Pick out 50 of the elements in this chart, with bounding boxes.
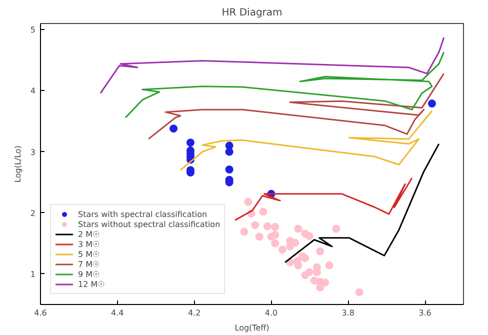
point	[255, 232, 264, 241]
x-tick-label: 3.8	[342, 308, 355, 318]
legend-label: 9 M☉	[78, 269, 100, 279]
y-tick-label: 3	[30, 148, 36, 157]
y-axis-title: Log(L/Lo)	[13, 146, 22, 182]
chart-title: HR Diagram	[222, 8, 282, 18]
line-series	[180, 110, 433, 171]
x-tick-label: 3.6	[418, 308, 432, 318]
y-tick-label: 5	[30, 26, 36, 35]
legend-label: 5 M☉	[78, 249, 100, 259]
line-series	[124, 51, 445, 118]
point	[251, 221, 260, 230]
point	[271, 230, 280, 239]
point	[170, 124, 178, 133]
y-tick-label: 4	[30, 86, 36, 96]
legend-label: 3 M☉	[78, 239, 100, 249]
line-series	[234, 177, 413, 221]
line-series	[100, 36, 445, 94]
point	[294, 224, 302, 233]
point	[301, 254, 310, 262]
point	[186, 138, 194, 147]
point	[325, 261, 334, 270]
point	[332, 224, 340, 233]
point	[301, 271, 310, 280]
x-tick-label: 4.0	[264, 308, 278, 318]
x-tick-label: 4.2	[188, 308, 201, 318]
point	[240, 228, 248, 236]
point	[278, 246, 286, 254]
point	[355, 288, 364, 296]
point	[259, 208, 268, 216]
point	[225, 166, 234, 174]
point	[263, 222, 272, 230]
line-series	[148, 72, 445, 140]
point	[271, 222, 280, 231]
y-tick-label: 1	[30, 270, 36, 279]
x-tick-label: 4.6	[34, 308, 47, 318]
point	[271, 239, 280, 248]
point	[316, 247, 324, 256]
legend-label: 7 M☉	[78, 259, 100, 269]
x-axis-title: Log(Teff)	[234, 324, 270, 332]
point	[244, 198, 252, 206]
point	[225, 148, 234, 156]
legend-label: Stars with spectral classification	[78, 209, 208, 219]
legend-label: 2 M☉	[78, 229, 100, 239]
point	[305, 232, 314, 240]
point	[428, 100, 436, 108]
legend-label: Stars without spectral classification	[78, 219, 220, 229]
x-tick-label: 4.4	[111, 308, 124, 318]
y-tick-label: 2	[30, 208, 36, 218]
legend-label: 12 M☉	[78, 279, 105, 289]
